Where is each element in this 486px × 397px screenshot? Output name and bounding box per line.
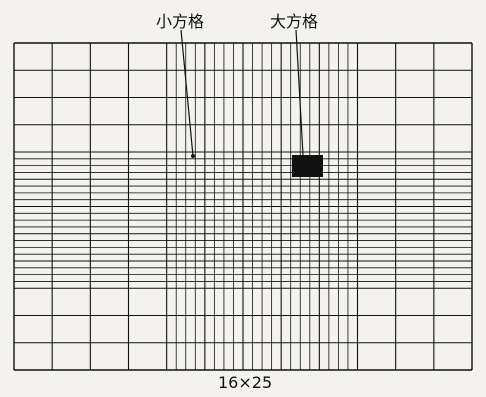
grid-caption: 16×25	[218, 373, 273, 392]
small-square-label: 小方格	[156, 12, 205, 31]
large-square-highlight	[292, 155, 323, 177]
small-square-leader-line	[180, 29, 194, 157]
grid-lines	[13, 42, 473, 371]
large-square-label: 大方格	[270, 12, 319, 31]
large-square-leader-line	[295, 29, 304, 156]
